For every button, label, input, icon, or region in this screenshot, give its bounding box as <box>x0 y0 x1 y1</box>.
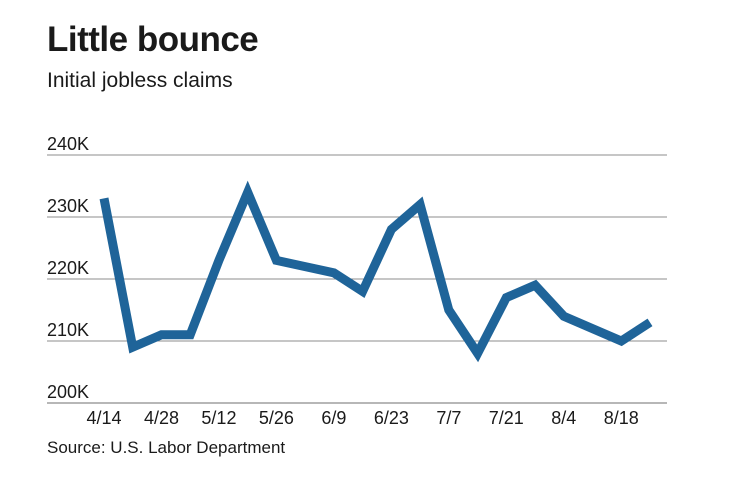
gridlines <box>47 154 667 404</box>
x-tick-label: 8/18 <box>604 408 639 428</box>
x-tick-label: 7/21 <box>489 408 524 428</box>
series-lines <box>99 180 653 363</box>
x-tick-label: 6/23 <box>374 408 409 428</box>
x-tick-label: 8/4 <box>551 408 576 428</box>
x-tick-label: 6/9 <box>321 408 346 428</box>
chart-subtitle: Initial jobless claims <box>47 69 233 92</box>
y-tick-label: 220K <box>47 258 89 278</box>
y-tick-label: 210K <box>47 320 89 340</box>
y-axis-labels: 200K 210K 220K 230K 240K <box>47 134 89 402</box>
series-line <box>99 180 653 363</box>
x-tick-label: 4/14 <box>86 408 121 428</box>
chart-title: Little bounce <box>47 20 259 59</box>
x-tick-label: 5/26 <box>259 408 294 428</box>
y-tick-label: 240K <box>47 134 89 154</box>
y-tick-label: 200K <box>47 382 89 402</box>
x-tick-label: 7/7 <box>436 408 461 428</box>
x-tick-label: 4/28 <box>144 408 179 428</box>
source-note: Source: U.S. Labor Department <box>47 438 286 457</box>
x-axis-labels: 4/14 4/28 5/12 5/26 6/9 6/23 7/7 7/21 8/4 8/18 <box>86 408 638 428</box>
x-tick-label: 5/12 <box>201 408 236 428</box>
y-tick-label: 230K <box>47 196 89 216</box>
